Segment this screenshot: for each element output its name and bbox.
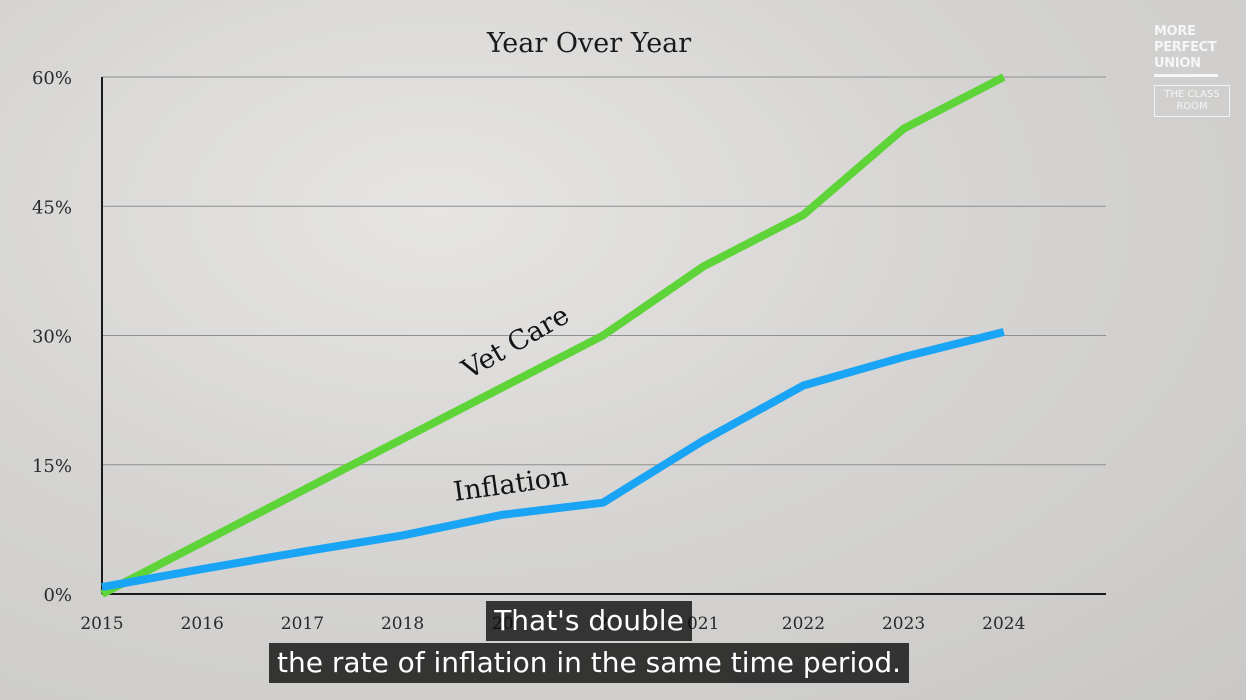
chart-title: Year Over Year: [486, 28, 692, 59]
grid-lines: [102, 76, 1106, 466]
x-tick-label: 2016: [181, 614, 224, 634]
brand-line-perfect: PERFECT: [1154, 40, 1217, 55]
caption-line-1-wrap: That's double: [0, 601, 1178, 641]
caption-line-2-wrap: the rate of inflation in the same time p…: [0, 643, 1178, 683]
classroom-badge-line-2: ROOM: [1176, 101, 1208, 112]
brand-underline: [1154, 74, 1218, 77]
x-tick-label: 2018: [381, 614, 424, 634]
x-tick-label: 021: [687, 614, 719, 634]
classroom-badge: THE CLASS ROOM: [1154, 85, 1230, 117]
series-lines: [100, 73, 1006, 598]
x-tick-label: 2017: [281, 614, 324, 634]
brand-line-union: UNION: [1154, 56, 1201, 71]
series-label-inflation: Inflation: [452, 461, 570, 508]
axes: [101, 77, 1106, 595]
x-axis-tick-labels: 2015201620172018202021202220232024: [80, 614, 1025, 634]
classroom-badge-line-1: THE CLASS: [1164, 89, 1220, 100]
series-line-vet-care: [100, 73, 1006, 598]
x-tick-label: 2022: [782, 614, 825, 634]
series-line-inflation: [101, 328, 1005, 592]
y-axis-tick-labels: 0% 15% 30% 45% 60%: [32, 68, 72, 606]
brand-line-more: MORE: [1154, 24, 1196, 39]
caption-line-1: That's double: [486, 601, 692, 641]
x-tick-label: 2023: [882, 614, 925, 634]
y-tick-label: 0%: [43, 585, 72, 606]
x-tick-label: 2015: [80, 614, 123, 634]
y-tick-label: 15%: [32, 456, 72, 477]
y-tick-label: 30%: [32, 327, 72, 348]
brand-logo: MORE PERFECT UNION THE CLASS ROOM: [1154, 24, 1232, 117]
y-tick-label: 45%: [32, 197, 72, 218]
x-tick-label: 2024: [982, 614, 1025, 634]
series-label-vet-care: Vet Care: [456, 300, 575, 386]
caption-line-2: the rate of inflation in the same time p…: [268, 643, 910, 683]
y-tick-label: 60%: [32, 68, 72, 89]
